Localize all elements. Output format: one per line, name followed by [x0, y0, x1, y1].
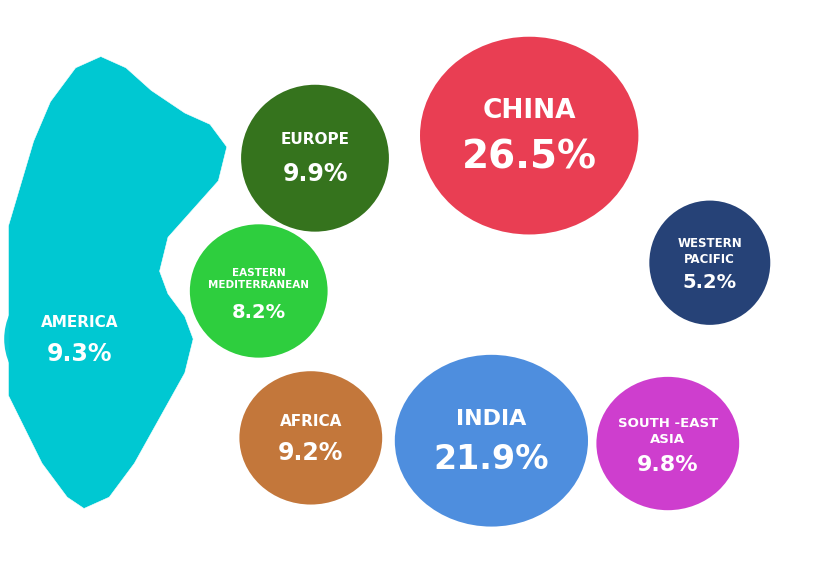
Text: 9.8%: 9.8%: [637, 455, 699, 475]
Ellipse shape: [420, 37, 638, 234]
Ellipse shape: [596, 377, 739, 510]
Ellipse shape: [649, 201, 770, 325]
Text: SOUTH -EAST
ASIA: SOUTH -EAST ASIA: [617, 418, 718, 446]
Text: 21.9%: 21.9%: [433, 443, 549, 476]
Text: EUROPE: EUROPE: [281, 132, 349, 147]
Ellipse shape: [4, 271, 155, 407]
Text: 26.5%: 26.5%: [462, 138, 596, 176]
Ellipse shape: [241, 85, 389, 232]
Text: 9.9%: 9.9%: [282, 162, 348, 186]
Text: 5.2%: 5.2%: [683, 273, 737, 292]
Text: INDIA: INDIA: [456, 409, 527, 429]
Text: AFRICA: AFRICA: [280, 414, 342, 429]
Text: 8.2%: 8.2%: [232, 303, 286, 322]
Polygon shape: [8, 56, 227, 508]
Ellipse shape: [239, 371, 382, 505]
Text: WESTERN
PACIFIC: WESTERN PACIFIC: [677, 237, 743, 266]
Text: 9.2%: 9.2%: [278, 441, 344, 464]
Ellipse shape: [190, 224, 328, 358]
Text: 9.3%: 9.3%: [47, 342, 113, 366]
Ellipse shape: [395, 355, 588, 527]
Text: CHINA: CHINA: [482, 98, 576, 124]
Text: EASTERN
MEDITERRANEAN: EASTERN MEDITERRANEAN: [208, 268, 309, 290]
Text: AMERICA: AMERICA: [41, 315, 118, 329]
